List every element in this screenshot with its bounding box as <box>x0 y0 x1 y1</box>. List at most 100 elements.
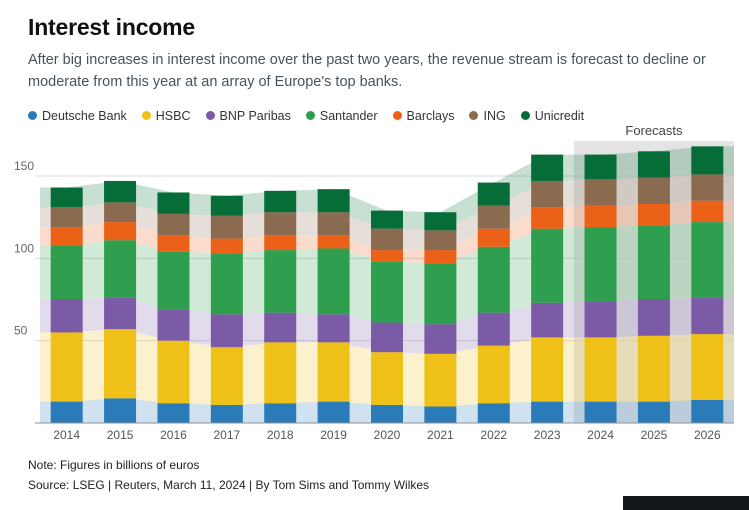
bar-segment-barclays <box>50 226 83 245</box>
bar-segment-unicredit <box>104 180 137 202</box>
x-tick-label: 2015 <box>107 428 134 442</box>
bar-segment-santander <box>691 221 724 298</box>
bar-segment-deutsche-bank <box>210 404 243 423</box>
bar-segment-barclays <box>157 234 190 252</box>
bar-segment-bnp-paribas <box>210 313 243 347</box>
bar-segment-barclays <box>584 205 617 227</box>
legend-label: Unicredit <box>534 108 585 123</box>
bar-segment-hsbc <box>637 335 670 402</box>
bar-segment-barclays <box>104 221 137 240</box>
legend-dot-icon <box>305 111 315 120</box>
bar-segment-bnp-paribas <box>584 300 617 337</box>
bar-segment-deutsche-bank <box>477 402 510 423</box>
legend-item-barclays: Barclays <box>392 108 455 123</box>
y-tick-label: 50 <box>14 323 28 337</box>
bar-segment-deutsche-bank <box>317 401 350 423</box>
legend-label: Barclays <box>406 108 455 123</box>
bar-segment-barclays <box>371 249 403 262</box>
bar-segment-bnp-paribas <box>637 299 670 336</box>
legend-item-hsbc: HSBC <box>141 109 191 123</box>
bar-segment-ing <box>691 173 724 201</box>
bar-segment-deutsche-bank <box>637 401 670 423</box>
bar-segment-bnp-paribas <box>691 297 724 334</box>
bar-segment-unicredit <box>371 210 403 229</box>
x-tick-label: 2020 <box>374 428 401 442</box>
bar-segment-ing <box>531 180 564 207</box>
legend-label: ING <box>483 108 506 123</box>
bar-segment-ing <box>424 229 457 250</box>
bar-segment-unicredit <box>424 211 457 230</box>
legend-label: Deutsche Bank <box>42 108 127 123</box>
bar-segment-deutsche-bank <box>424 406 457 423</box>
bar-segment-santander <box>50 244 83 299</box>
bar-segment-ing <box>50 206 83 227</box>
bar-segment-barclays <box>691 200 724 222</box>
bar-segment-santander <box>477 246 510 313</box>
bar-segment-hsbc <box>50 331 83 402</box>
legend-dot-icon <box>520 111 530 120</box>
bar-segment-santander <box>371 261 403 323</box>
chart-note: Note: Figures in billions of euros <box>28 457 200 472</box>
bar-segment-deutsche-bank <box>531 401 564 423</box>
bar-segment-ing <box>210 215 243 239</box>
bar-segment-santander <box>584 226 617 301</box>
bar-segment-hsbc <box>584 336 617 402</box>
bar-segment-santander <box>531 228 564 303</box>
legend-item-santander: Santander <box>305 108 378 123</box>
legend-dot-icon <box>469 111 479 120</box>
bar-segment-unicredit <box>317 188 350 212</box>
bar-segment-ing <box>584 178 617 206</box>
y-tick-label: 100 <box>14 241 34 255</box>
bar-segment-barclays <box>317 234 350 248</box>
bar-segment-bnp-paribas <box>104 297 137 329</box>
bar-segment-deutsche-bank <box>50 401 83 423</box>
x-tick-label: 2022 <box>480 428 507 442</box>
bar-segment-unicredit <box>584 154 617 179</box>
bar-segment-deutsche-bank <box>104 397 137 423</box>
bar-segment-barclays <box>531 206 564 229</box>
bar-segment-santander <box>317 247 350 314</box>
bar-segment-ing <box>157 213 190 235</box>
bar-segment-ing <box>104 201 137 222</box>
bar-segment-barclays <box>424 249 457 263</box>
stacked-bar-chart: 50 100 150 2014 2015 2016 2017 2018 2019 2020 2021… <box>14 123 734 442</box>
bar-segment-unicredit <box>531 154 564 181</box>
bar-segment-hsbc <box>317 341 350 402</box>
x-tick-label: 2026 <box>694 428 721 442</box>
x-tick-label: 2019 <box>320 428 347 442</box>
bar-segment-bnp-paribas <box>477 312 510 346</box>
bar-segment-santander <box>264 249 297 313</box>
bar-segment-barclays <box>264 234 297 250</box>
bar-segment-hsbc <box>531 336 564 402</box>
bar-segment-santander <box>210 252 243 314</box>
chart-area: 50 100 150 2014 2015 2016 2017 2018 2019 2020 2021… <box>0 123 749 443</box>
bar-segment-bnp-paribas <box>157 308 190 341</box>
bar-segment-bnp-paribas <box>371 322 403 352</box>
bar-segment-deutsche-bank <box>584 401 617 423</box>
bar-segment-hsbc <box>104 328 137 398</box>
x-tick-label: 2017 <box>213 428 240 442</box>
bar-segment-unicredit <box>264 190 297 212</box>
bar-segment-santander <box>424 262 457 324</box>
bar-segment-ing <box>264 211 297 235</box>
x-tick-label: 2024 <box>587 428 614 442</box>
legend-dot-icon <box>141 111 151 120</box>
bar-segment-barclays <box>477 228 510 247</box>
bar-segment-bnp-paribas <box>531 302 564 337</box>
bar-segment-barclays <box>210 238 243 253</box>
x-tick-label: 2023 <box>534 428 561 442</box>
bar-segment-deutsche-bank <box>691 399 724 423</box>
legend-label: Santander <box>319 108 378 123</box>
bar-segment-santander <box>637 224 670 299</box>
legend-item-deutsche-bank: Deutsche Bank <box>28 109 127 123</box>
chart-source: Source: LSEG | Reuters, March 11, 2024 |… <box>28 477 430 492</box>
bar-segment-unicredit <box>637 150 670 178</box>
legend-dot-icon <box>392 111 402 120</box>
x-tick-label: 2018 <box>267 428 294 442</box>
bar-segment-hsbc <box>371 351 403 405</box>
legend-label: BNP Paribas <box>219 108 291 123</box>
x-tick-label: 2021 <box>427 428 454 442</box>
chart-subtitle: After big increases in interest income o… <box>28 52 706 90</box>
legend-item-ing: ING <box>469 108 506 123</box>
forecasts-label: Forecasts <box>625 123 683 138</box>
